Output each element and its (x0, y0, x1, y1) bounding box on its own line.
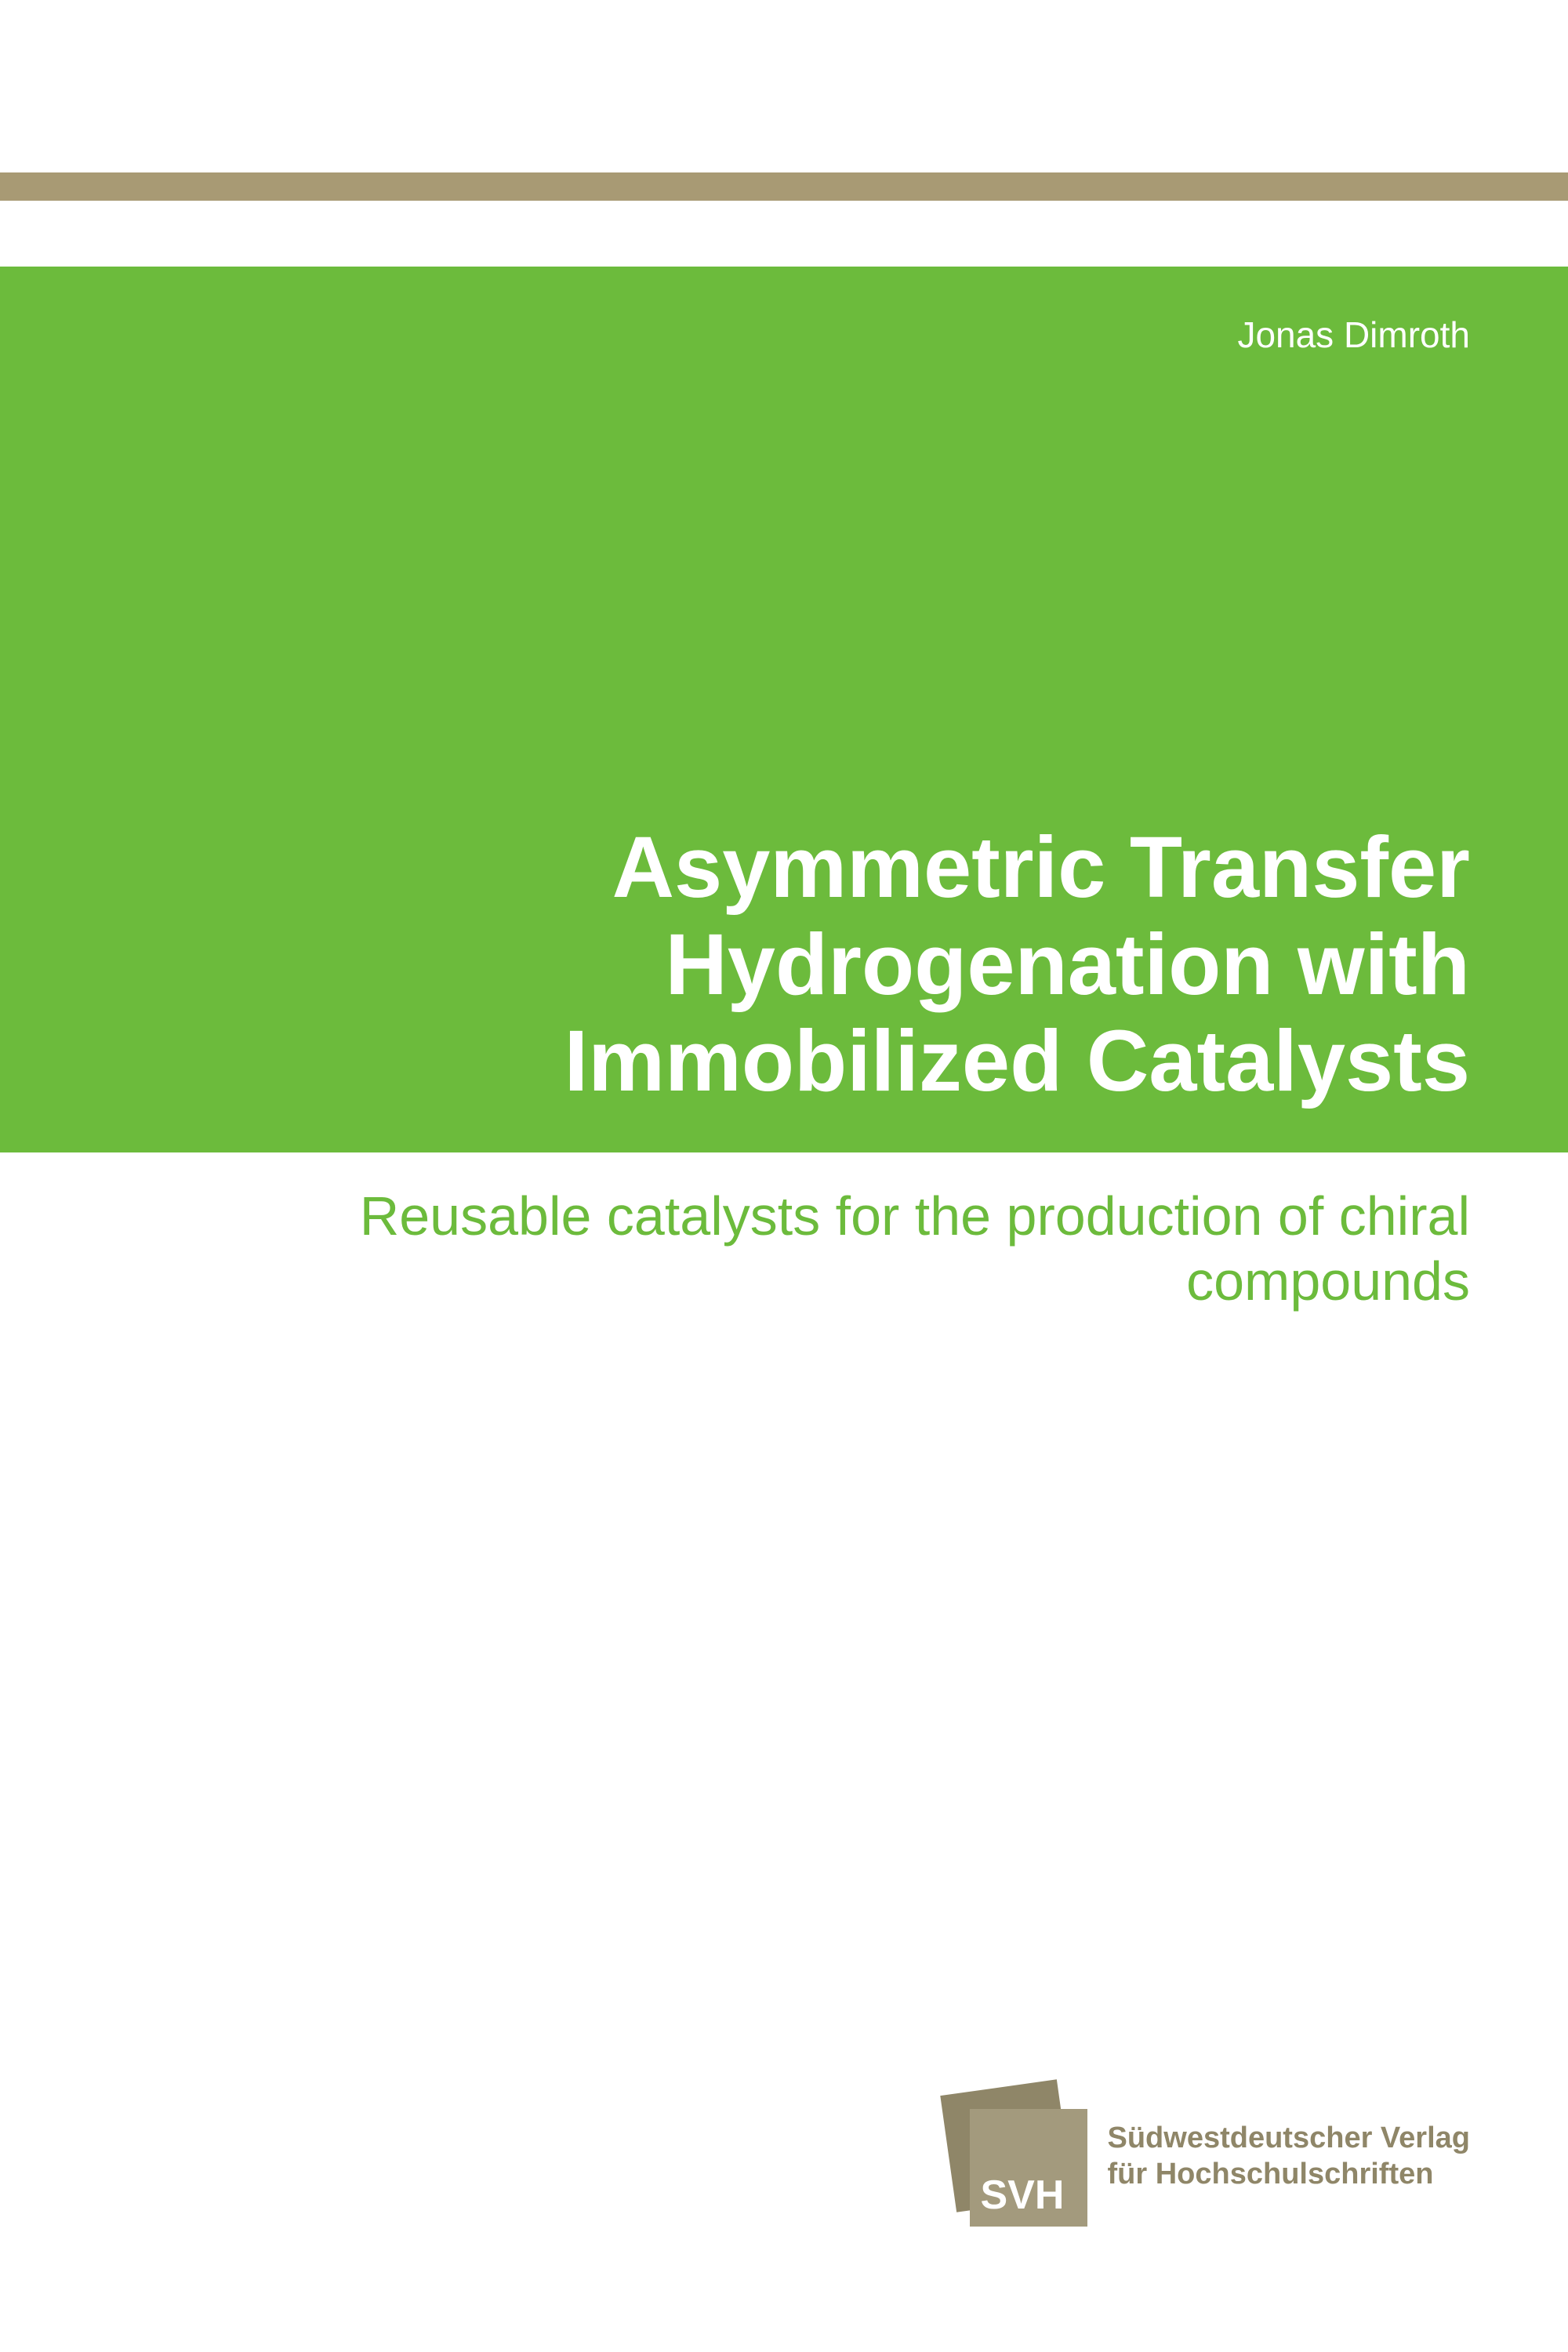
publisher-logo: SVH (948, 2087, 1087, 2227)
book-subtitle: Reusable catalysts for the production of… (137, 1184, 1470, 1313)
book-title: Asymmetric TransferHydrogenation withImm… (137, 819, 1470, 1109)
logo-front-square: SVH (970, 2109, 1087, 2227)
logo-text: SVH (981, 2172, 1065, 2219)
publisher-line2: für Hochschulschriften (1108, 2157, 1471, 2193)
publisher-block: SVH Südwestdeutscher Verlag für Hochschu… (948, 2087, 1471, 2227)
top-accent-bar (0, 172, 1568, 201)
author-name: Jonas Dimroth (1237, 314, 1470, 356)
title-block: Jonas Dimroth Asymmetric TransferHydroge… (0, 267, 1568, 1152)
publisher-text: Südwestdeutscher Verlag für Hochschulsch… (1108, 2121, 1471, 2192)
publisher-line1: Südwestdeutscher Verlag (1108, 2121, 1471, 2157)
